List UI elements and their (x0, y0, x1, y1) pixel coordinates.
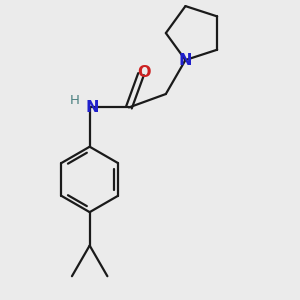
Text: O: O (137, 65, 151, 80)
Text: N: N (85, 100, 99, 115)
Text: H: H (70, 94, 79, 107)
Text: N: N (179, 52, 192, 68)
